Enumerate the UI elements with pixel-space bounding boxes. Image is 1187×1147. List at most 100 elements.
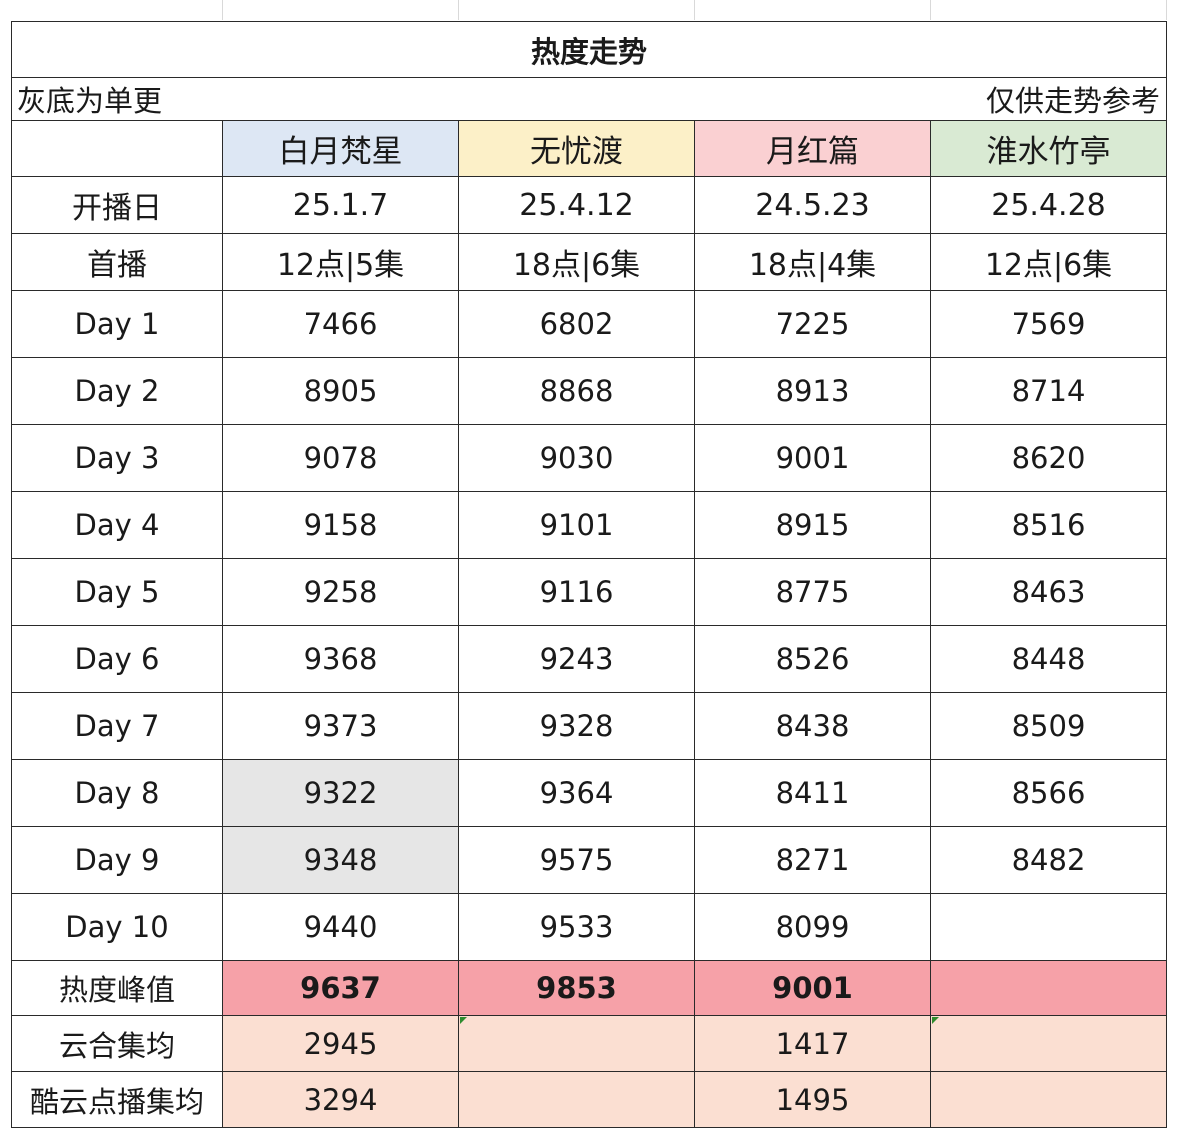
heat-value-cell: 8411 [694, 759, 931, 827]
row-label: 热度峰值 [11, 960, 223, 1016]
heat-value-cell: 7569 [930, 290, 1167, 358]
peak-value-cell: 9637 [222, 960, 459, 1016]
average-value-cell [930, 1015, 1167, 1072]
info-cell: 25.1.7 [222, 176, 459, 234]
heat-value-cell: 8448 [930, 625, 1167, 693]
heat-value-cell: 9328 [458, 692, 695, 760]
header-row: 白月梵星 无忧渡 月红篇 淮水竹亭 [11, 120, 1167, 177]
note-trend-reference: 仅供走势参考 [458, 77, 1167, 121]
table-title: 热度走势 [11, 21, 1167, 78]
day-row: Day 9 9348 9575 8271 8482 [11, 826, 1167, 894]
cell-comment-marker [931, 1016, 939, 1024]
heat-value-cell: 8905 [222, 357, 459, 425]
heat-value-cell: 8271 [694, 826, 931, 894]
heat-value-cell: 8482 [930, 826, 1167, 894]
heat-value-cell: 8438 [694, 692, 931, 760]
sheet-gridline [458, 0, 459, 20]
average-value-cell: 3294 [222, 1071, 459, 1128]
heat-value-cell: 9101 [458, 491, 695, 559]
heat-value-cell: 9158 [222, 491, 459, 559]
column-header: 月红篇 [694, 120, 931, 177]
column-header: 淮水竹亭 [930, 120, 1167, 177]
heat-value-cell: 7225 [694, 290, 931, 358]
heat-value-cell: 9258 [222, 558, 459, 626]
heat-value-cell: 9243 [458, 625, 695, 693]
info-row: 开播日 25.1.7 25.4.12 24.5.23 25.4.28 [11, 176, 1167, 234]
day-row: Day 3 9078 9030 9001 8620 [11, 424, 1167, 492]
heat-value-cell: 9440 [222, 893, 459, 961]
row-label: 云合集均 [11, 1015, 223, 1072]
peak-row: 热度峰值 9637 9853 9001 [11, 960, 1167, 1016]
info-cell: 25.4.12 [458, 176, 695, 234]
row-label: Day 10 [11, 893, 223, 961]
heat-value-cell: 8868 [458, 357, 695, 425]
heat-value-cell: 6802 [458, 290, 695, 358]
row-label: Day 4 [11, 491, 223, 559]
sheet-gridline [1166, 0, 1167, 20]
heat-value-cell [930, 893, 1167, 961]
info-cell: 12点|6集 [930, 233, 1167, 291]
peak-value-cell: 9853 [458, 960, 695, 1016]
day-row: Day 8 9322 9364 8411 8566 [11, 759, 1167, 827]
heat-trend-table: 热度走势 灰底为单更 仅供走势参考 白月梵星 无忧渡 月红篇 淮水竹亭 开播日 2… [11, 21, 1167, 1128]
heat-value-cell: 8775 [694, 558, 931, 626]
heat-value-cell: 8915 [694, 491, 931, 559]
day-row: Day 1 7466 6802 7225 7569 [11, 290, 1167, 358]
day-row: Day 4 9158 9101 8915 8516 [11, 491, 1167, 559]
heat-value-cell: 9001 [694, 424, 931, 492]
heat-value-cell: 8566 [930, 759, 1167, 827]
row-label: Day 6 [11, 625, 223, 693]
info-cell: 25.4.28 [930, 176, 1167, 234]
average-row: 酷云点播集均 3294 1495 [11, 1071, 1167, 1128]
average-value-cell: 2945 [222, 1015, 459, 1072]
day-row: Day 7 9373 9328 8438 8509 [11, 692, 1167, 760]
heat-value-cell: 8509 [930, 692, 1167, 760]
sheet-gridline [930, 0, 931, 20]
header-corner-cell [11, 120, 223, 177]
row-label: Day 1 [11, 290, 223, 358]
row-label: Day 8 [11, 759, 223, 827]
heat-value-cell: 8913 [694, 357, 931, 425]
heat-value-cell: 8714 [930, 357, 1167, 425]
info-cell: 12点|5集 [222, 233, 459, 291]
heat-value-cell: 9322 [222, 759, 459, 827]
day-row: Day 10 9440 9533 8099 [11, 893, 1167, 961]
day-row: Day 2 8905 8868 8913 8714 [11, 357, 1167, 425]
day-row: Day 6 9368 9243 8526 8448 [11, 625, 1167, 693]
heat-value-cell: 8463 [930, 558, 1167, 626]
heat-value-cell: 8526 [694, 625, 931, 693]
peak-value-cell [930, 960, 1167, 1016]
heat-value-cell: 9116 [458, 558, 695, 626]
day-row: Day 5 9258 9116 8775 8463 [11, 558, 1167, 626]
heat-value-cell: 8516 [930, 491, 1167, 559]
cell-comment-marker [459, 1016, 467, 1024]
average-value-cell: 1495 [694, 1071, 931, 1128]
heat-value-cell: 9533 [458, 893, 695, 961]
row-label: 开播日 [11, 176, 223, 234]
info-cell: 18点|4集 [694, 233, 931, 291]
average-value-cell [458, 1015, 695, 1072]
heat-value-cell: 8620 [930, 424, 1167, 492]
info-row: 首播 12点|5集 18点|6集 18点|4集 12点|6集 [11, 233, 1167, 291]
row-label: 首播 [11, 233, 223, 291]
column-header: 白月梵星 [222, 120, 459, 177]
row-label: Day 2 [11, 357, 223, 425]
sheet-gridline [222, 0, 223, 20]
row-label: Day 3 [11, 424, 223, 492]
heat-value-cell: 9364 [458, 759, 695, 827]
heat-value-cell: 9368 [222, 625, 459, 693]
heat-value-cell: 9030 [458, 424, 695, 492]
heat-value-cell: 8099 [694, 893, 931, 961]
sheet-gridline [694, 0, 695, 20]
heat-value-cell: 7466 [222, 290, 459, 358]
row-label: Day 5 [11, 558, 223, 626]
column-header: 无忧渡 [458, 120, 695, 177]
row-label: Day 7 [11, 692, 223, 760]
row-label: Day 9 [11, 826, 223, 894]
average-value-cell [458, 1071, 695, 1128]
average-value-cell [930, 1071, 1167, 1128]
heat-value-cell: 9078 [222, 424, 459, 492]
heat-value-cell: 9373 [222, 692, 459, 760]
peak-value-cell: 9001 [694, 960, 931, 1016]
heat-value-cell: 9575 [458, 826, 695, 894]
